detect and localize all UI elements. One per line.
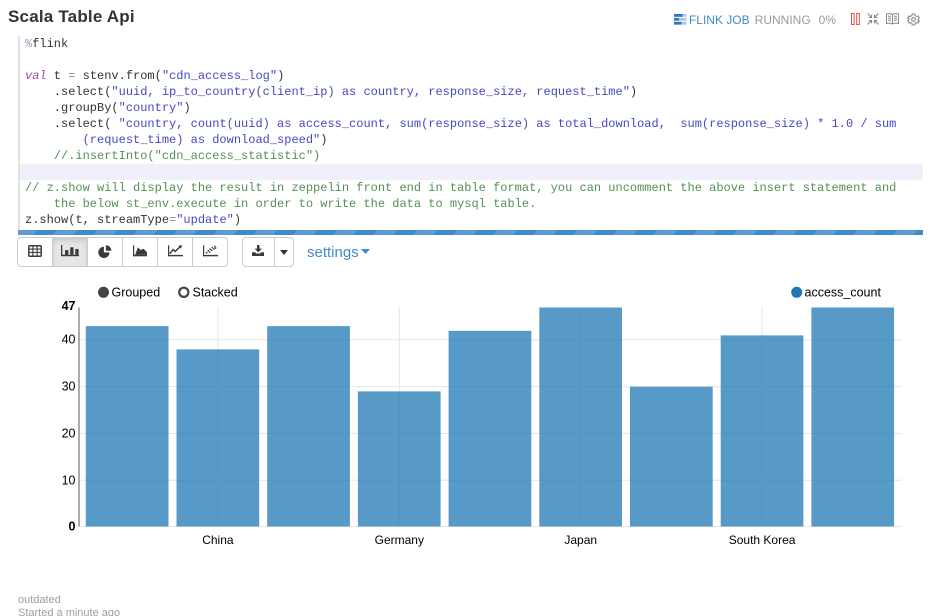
svg-text:20: 20 xyxy=(62,426,76,440)
svg-text:China: China xyxy=(202,533,234,547)
svg-text:0: 0 xyxy=(69,520,76,534)
svg-text:Japan: Japan xyxy=(564,533,597,547)
svg-text:Grouped: Grouped xyxy=(112,286,161,300)
svg-text:47: 47 xyxy=(62,299,76,313)
svg-text:Germany: Germany xyxy=(375,533,424,547)
svg-text:access_count: access_count xyxy=(805,286,882,300)
svg-text:30: 30 xyxy=(62,380,76,394)
svg-text:40: 40 xyxy=(62,333,76,347)
svg-text:Stacked: Stacked xyxy=(193,286,238,300)
svg-text:10: 10 xyxy=(62,473,76,487)
svg-text:South Korea: South Korea xyxy=(729,533,796,547)
